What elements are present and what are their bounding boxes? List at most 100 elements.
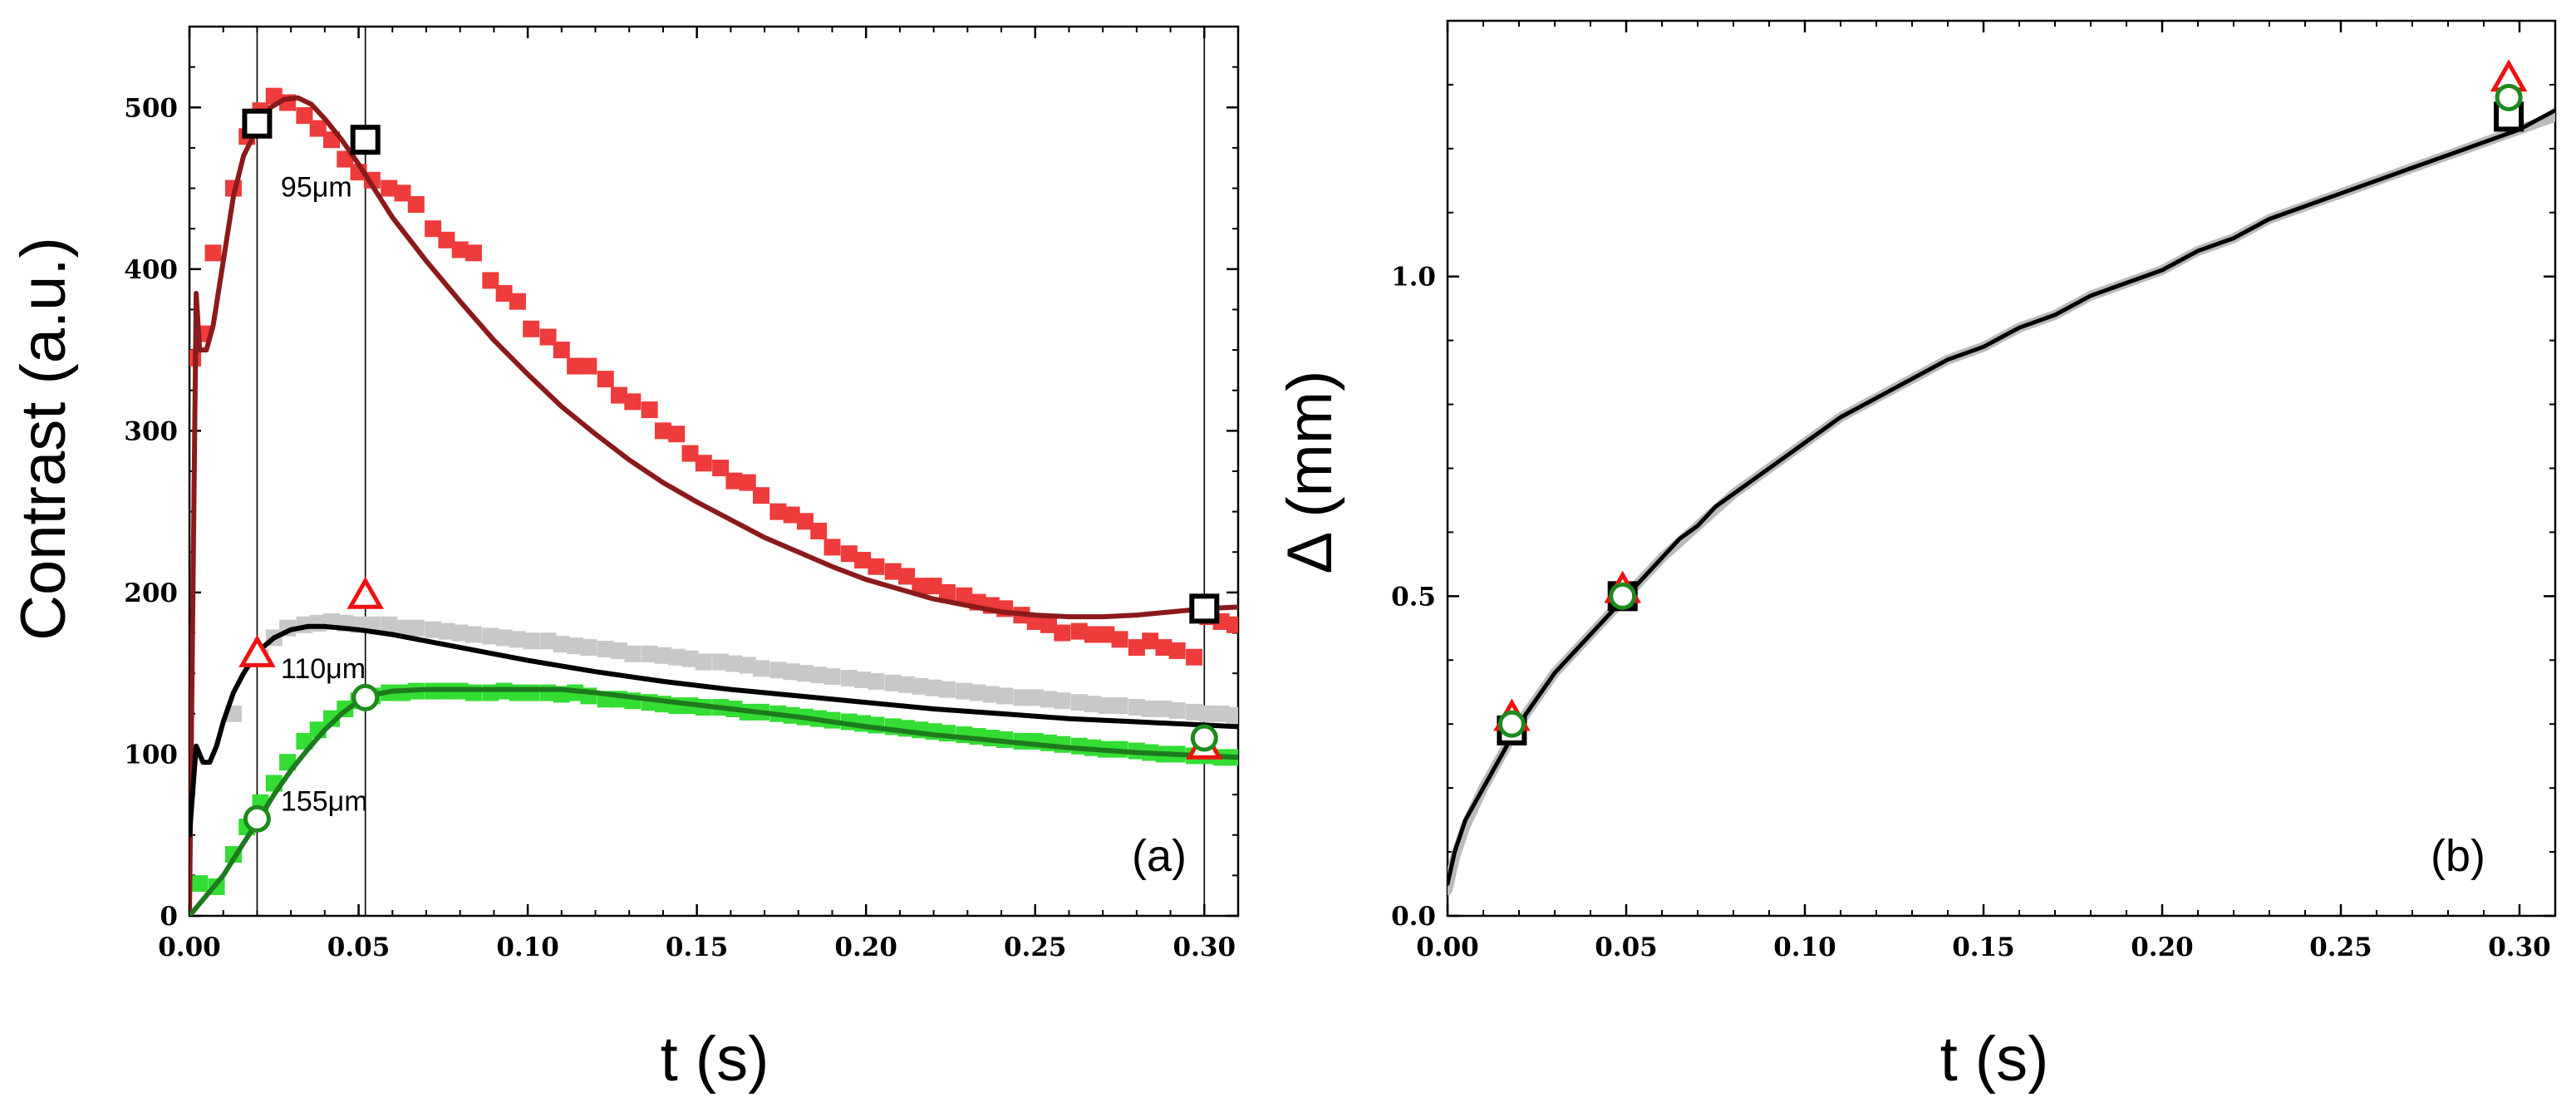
panel-a-95-m-data-point [810, 522, 828, 539]
panel-b-plot-area: 0.00 0.05 0.10 0.15 0.20 0.25 0.30 0.0 0.5 1.0 [1391, 19, 2557, 962]
panel-a-110-m-data-point [783, 663, 800, 681]
panel-a-110-m-data-point [381, 616, 398, 633]
panel-a-95-m-data-point [509, 293, 526, 310]
panel-b-y-tick-label: 1.0 [1391, 263, 1436, 293]
panel-a-95-m-data-point [465, 244, 482, 262]
panel-a-110-m-data-point [840, 670, 858, 687]
panel-a-110-m-data-point [509, 631, 526, 648]
panel-a-110-m-data-point [1013, 689, 1030, 706]
panel-a-x-tick-label: 0.25 [1004, 932, 1067, 962]
panel-a-95-m-data-point [884, 563, 902, 580]
panel-a-95-m-data-point [641, 401, 658, 419]
panel-a-95-m-data-point [1226, 616, 1238, 633]
panel-a-95-m-data-point [1142, 632, 1159, 650]
panel-a-110-m-data-point [769, 662, 787, 679]
panel-a-95-m-data-point [668, 426, 686, 443]
panel-a-110-m-data-point [1054, 692, 1071, 710]
panel-a-95-m-data-point [898, 568, 916, 585]
panel-a-95-m-data-point [654, 422, 671, 440]
panel-a-95-m-data-point [1054, 624, 1071, 642]
panel-a-95-m-data-point [523, 320, 540, 337]
panel-a-110-m-data-point [611, 642, 628, 659]
panel-a-y-tick-label: 200 [124, 578, 178, 608]
panel-a-155-m-fit-line [189, 686, 1238, 916]
panel-a-series-annotation: 95μm [281, 171, 352, 203]
panel-a-110-m-data-point [982, 686, 1000, 703]
panel-a-155-m-data-point [465, 684, 482, 701]
panel-a-110-m-data-point [482, 627, 499, 645]
panel-a-95-m-data-point [425, 220, 442, 238]
panel-a-110-m-data-point [1186, 703, 1203, 721]
panel-a-label: (a) [1132, 831, 1187, 881]
panel-a-110-m-data-point [465, 626, 482, 643]
panel-a-110-m-data-point [641, 645, 658, 662]
panel-a-95-m-data-point [854, 552, 872, 568]
panel-a-95-m-data-point [407, 196, 425, 213]
panel-a-110-m-data-point [868, 672, 885, 690]
panel-a-y-axis-title: Contrast (a.u.) [8, 237, 79, 641]
panel-a-95-m-data-point [394, 184, 411, 202]
panel-a-110-m-data-point [752, 660, 769, 677]
panel-a-110-m-data-point [567, 637, 584, 655]
panel-b-frame [1446, 19, 2557, 918]
panel-a-x-tick-label: 0.15 [666, 932, 729, 962]
panel-a-95-m-data-point [912, 578, 929, 595]
panel-a-110-m-data-point [1155, 700, 1172, 717]
panel-a-110-m-data-point [898, 676, 916, 693]
panel-a-95-m-data-point [296, 107, 313, 124]
panel-a-110-m-data-point [1098, 697, 1115, 715]
panel-a-110-m-data-point [407, 619, 425, 637]
panel-a-y-tick-label: 300 [124, 416, 178, 446]
panel-b-x-tick-label: 0.30 [2488, 932, 2551, 962]
panel-a-95-m-data-point [611, 386, 628, 404]
panel-b-x-tick-label: 0.25 [2309, 932, 2372, 962]
panel-b-x-tick-label: 0.20 [2131, 932, 2194, 962]
panel-b-chart: 0.00 0.05 0.10 0.15 0.20 0.25 0.30 0.0 0.5 1.0 t … [1275, 19, 2557, 1095]
panel-a-x-tick-label: 0.10 [496, 932, 559, 962]
panel-a-x-tick-label: 0.20 [834, 932, 897, 962]
panel-a-110-m-data-point [438, 622, 455, 640]
panel-a-95-m-data-point [204, 244, 222, 262]
panel-a-110-m-data-point [1111, 697, 1128, 715]
panel-a-110-m-data-point [925, 679, 942, 696]
panel-b-x-tick-label: 0.05 [1595, 932, 1658, 962]
panel-a-110-m-data-point [1128, 699, 1145, 716]
panel-a-95-m-data-point [495, 285, 513, 302]
panel-a-110-m-data-point [796, 665, 814, 682]
panel-a-110-m-data-point [725, 655, 743, 672]
panel-a-95-m-data-point [840, 545, 858, 563]
panel-a-95-m-data-point [451, 241, 469, 258]
panel-a-110-m-data-point [1226, 706, 1238, 724]
panel-a-110-m-data-point [597, 641, 614, 657]
panel-a-95-m-data-point [925, 578, 942, 595]
panel-a-95-m-data-point [482, 272, 499, 289]
panel-a-95-m-data-point [1168, 642, 1186, 659]
panel-a-110-m-data-point [394, 619, 411, 637]
panel-a-110-m-data-point [523, 632, 540, 650]
panel-a-chart: 0.00 0.05 0.10 0.15 0.20 0.25 0.30 0 100 200 300 40… [8, 25, 1240, 1095]
panel-a-circles-marker [243, 804, 271, 833]
panel-a-triangles-marker [347, 576, 384, 609]
panel-a-95-m-fit-line [189, 95, 1238, 916]
panel-a-y-tick-label: 500 [124, 93, 178, 123]
panel-a-x-tick-label: 0.05 [327, 932, 391, 962]
panel-a-data-layer [189, 87, 1238, 916]
panel-a-95-m-data-point [796, 513, 814, 530]
panel-a-95-m-data-point [769, 503, 787, 520]
panel-b-y-tick-label: 0.0 [1391, 902, 1436, 932]
panel-a-110-m-data-point [884, 674, 902, 691]
panel-a-95-m-data-point [553, 342, 570, 359]
panel-b-y-tick-label: 0.5 [1391, 582, 1436, 612]
panel-a-95-m-data-point [1111, 631, 1128, 648]
panel-a-95-m-data-point [1098, 626, 1115, 643]
panel-a-95-m-data-point [783, 506, 800, 524]
panel-b-circles-marker [2495, 83, 2523, 111]
panel-b-circles-marker [1497, 710, 1526, 738]
panel-a-110-m-data-point [712, 653, 730, 671]
panel-a-y-tick-label: 400 [124, 255, 178, 285]
panel-a-y-tick-label: 0 [160, 902, 178, 932]
panel-a-110-m-data-point [668, 648, 686, 666]
panel-a-95-m-data-point [1040, 616, 1058, 633]
panel-a-x-axis-title: t (s) [661, 1024, 769, 1095]
